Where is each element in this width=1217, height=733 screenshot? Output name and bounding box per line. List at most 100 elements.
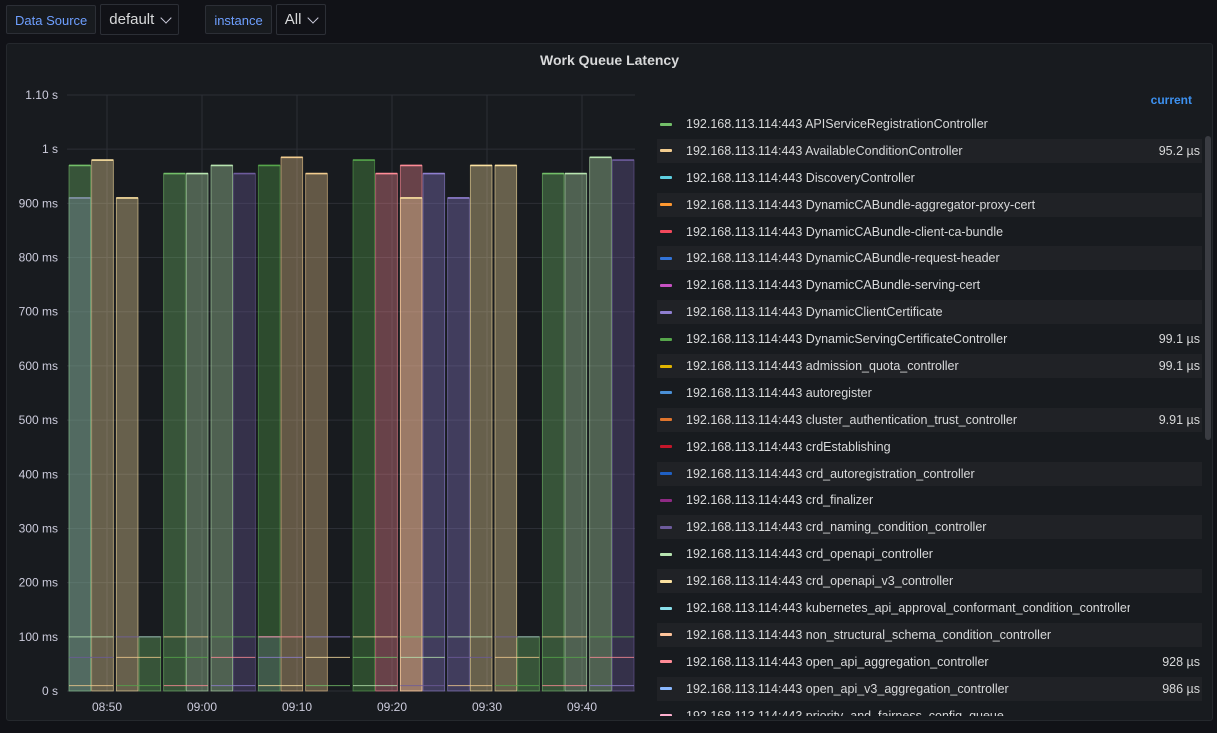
- latency-bar: [517, 636, 540, 692]
- legend-label: 192.168.113.114:443 priority_and_fairnes…: [686, 708, 1004, 716]
- legend-label: 192.168.113.114:443 cluster_authenticati…: [686, 412, 1018, 427]
- latency-bar: [115, 197, 139, 692]
- legend-swatch-icon: [660, 687, 672, 691]
- legend-swatch-icon: [660, 203, 672, 207]
- legend-label: 192.168.113.114:443 DiscoveryController: [686, 170, 915, 185]
- legend-item[interactable]: 192.168.113.114:443 open_api_aggregation…: [657, 650, 1202, 674]
- latency-bar: [494, 165, 518, 692]
- legend-item[interactable]: 192.168.113.114:443 DynamicCABundle-requ…: [657, 246, 1202, 271]
- legend-item[interactable]: 192.168.113.114:443 DynamicClientCertifi…: [657, 300, 1202, 325]
- legend-label: 192.168.113.114:443 crd_openapi_v3_contr…: [686, 574, 954, 589]
- latency-bar: [375, 173, 398, 692]
- legend-item[interactable]: 192.168.113.114:443 non_structural_schem…: [657, 622, 1202, 647]
- y-tick-label: 300 ms: [19, 521, 58, 535]
- variables-bar: Data Source default instance All: [6, 4, 348, 35]
- legend-item[interactable]: 192.168.113.114:443 crd_naming_condition…: [657, 515, 1202, 540]
- chevron-down-icon: [160, 11, 172, 24]
- latency-bar: [185, 173, 209, 692]
- legend-swatch-icon: [660, 230, 672, 234]
- legend-swatch-icon: [660, 633, 672, 637]
- legend-swatch-icon: [660, 337, 672, 341]
- instance-value: All: [284, 11, 302, 28]
- legend-label: 192.168.113.114:443 DynamicCABundle-requ…: [686, 251, 1000, 266]
- legend-swatch-icon: [660, 391, 672, 395]
- legend-item[interactable]: 192.168.113.114:443 crd_finalizer: [657, 488, 1202, 512]
- legend-item[interactable]: 192.168.113.114:443 open_api_v3_aggregat…: [657, 676, 1202, 701]
- legend-label: 192.168.113.114:443 crd_autoregistration…: [686, 466, 975, 481]
- latency-bar: [469, 165, 493, 692]
- legend-item[interactable]: 192.168.113.114:443 admission_quota_cont…: [657, 354, 1202, 379]
- legend-swatch-icon: [660, 660, 672, 664]
- legend-item[interactable]: 192.168.113.114:443 DynamicCABundle-aggr…: [657, 192, 1202, 217]
- legend-swatch-icon: [660, 606, 672, 610]
- legend-swatch-icon: [660, 149, 672, 153]
- latency-chart[interactable]: 1.10 s 1 s 900 ms 800 ms 700 ms 600 ms 500 ms 4…: [7, 44, 647, 720]
- latency-bar: [399, 197, 423, 692]
- legend-item[interactable]: 192.168.113.114:443 AvailableConditionCo…: [657, 138, 1202, 163]
- latency-bar: [257, 165, 281, 692]
- legend-item[interactable]: 192.168.113.114:443 crd_openapi_controll…: [657, 542, 1202, 566]
- legend-swatch-icon: [660, 364, 672, 368]
- legend-swatch-icon: [660, 418, 672, 422]
- latency-bar: [422, 173, 446, 692]
- latency-bar: [68, 165, 92, 692]
- legend-item[interactable]: 192.168.113.114:443 DynamicServingCertif…: [657, 327, 1202, 351]
- legend-item[interactable]: 192.168.113.114:443 priority_and_fairnes…: [657, 704, 1202, 716]
- legend-item[interactable]: 192.168.113.114:443 crd_openapi_v3_contr…: [657, 569, 1202, 594]
- legend-label: 192.168.113.114:443 crd_naming_condition…: [686, 520, 987, 535]
- legend-current-header[interactable]: current: [1150, 93, 1192, 107]
- legend-item[interactable]: 192.168.113.114:443 kubernetes_api_appro…: [657, 596, 1202, 620]
- legend-value: 99.1 µs: [1158, 359, 1200, 374]
- legend-item[interactable]: 192.168.113.114:443 crd_autoregistration…: [657, 461, 1202, 486]
- legend-label: 192.168.113.114:443 crdEstablishing: [686, 439, 891, 454]
- legend-value: 986 µs: [1162, 681, 1200, 696]
- legend-swatch-icon: [660, 256, 672, 260]
- legend-item[interactable]: 192.168.113.114:443 DynamicCABundle-clie…: [657, 220, 1202, 244]
- legend-item[interactable]: 192.168.113.114:443 DynamicCABundle-serv…: [657, 273, 1202, 297]
- instance-select[interactable]: All: [275, 4, 327, 35]
- legend-item[interactable]: 192.168.113.114:443 autoregister: [657, 381, 1202, 405]
- y-tick-label: 500 ms: [19, 413, 58, 427]
- legend-value: 95.2 µs: [1158, 143, 1200, 158]
- datasource-value: default: [109, 11, 155, 28]
- legend-value: 9.91 µs: [1158, 412, 1200, 427]
- y-tick-label: 100 ms: [19, 630, 58, 644]
- legend-label: 192.168.113.114:443 autoregister: [686, 385, 872, 400]
- datasource-label: Data Source: [6, 5, 97, 34]
- legend: current 192.168.113.114:443 APIServiceRe…: [657, 88, 1202, 716]
- legend-label: 192.168.113.114:443 open_api_v3_aggregat…: [686, 681, 1009, 696]
- x-tick-label: 09:10: [282, 700, 312, 714]
- legend-label: 192.168.113.114:443 AvailableConditionCo…: [686, 143, 963, 158]
- latency-bar: [589, 156, 612, 692]
- datasource-select[interactable]: default: [100, 4, 180, 35]
- latency-bar: [210, 165, 234, 692]
- chevron-down-icon: [307, 11, 320, 24]
- legend-value: 99.1 µs: [1158, 332, 1200, 347]
- legend-label: 192.168.113.114:443 DynamicCABundle-serv…: [686, 278, 981, 293]
- legend-item[interactable]: 192.168.113.114:443 cluster_authenticati…: [657, 407, 1202, 432]
- latency-bar: [447, 197, 470, 692]
- legend-item[interactable]: 192.168.113.114:443 crdEstablishing: [657, 435, 1202, 459]
- x-tick-label: 09:20: [377, 700, 407, 714]
- y-tick-label: 600 ms: [19, 359, 58, 373]
- legend-label: 192.168.113.114:443 kubernetes_api_appro…: [686, 601, 1130, 616]
- legend-item[interactable]: 192.168.113.114:443 APIServiceRegistrati…: [657, 112, 1202, 136]
- latency-bar: [564, 173, 588, 692]
- x-tick-label: 09:00: [187, 700, 217, 714]
- legend-label: 192.168.113.114:443 non_structural_schem…: [686, 627, 1052, 642]
- y-tick-label: 0 s: [42, 684, 58, 698]
- latency-bar: [541, 173, 565, 692]
- legend-item[interactable]: 192.168.113.114:443 DiscoveryController: [657, 166, 1202, 190]
- legend-label: 192.168.113.114:443 APIServiceRegistrati…: [686, 117, 988, 131]
- y-tick-label: 200 ms: [19, 576, 58, 590]
- latency-bar: [138, 636, 162, 692]
- legend-swatch-icon: [660, 579, 672, 583]
- y-tick-label: 700 ms: [19, 305, 58, 319]
- x-tick-label: 09:30: [472, 700, 502, 714]
- y-tick-label: 800 ms: [19, 251, 58, 265]
- legend-scrollbar[interactable]: [1205, 136, 1211, 440]
- legend-label: 192.168.113.114:443 DynamicCABundle-clie…: [686, 224, 1004, 239]
- legend-label: 192.168.113.114:443 DynamicServingCertif…: [686, 332, 1008, 347]
- panel-title[interactable]: Work Queue Latency: [539, 52, 679, 68]
- legend-label: 192.168.113.114:443 DynamicCABundle-aggr…: [686, 197, 1036, 212]
